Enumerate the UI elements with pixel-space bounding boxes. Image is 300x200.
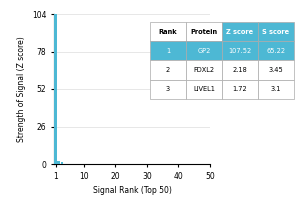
Bar bbox=[61, 162, 63, 164]
Bar bbox=[54, 14, 57, 164]
Bar bbox=[58, 161, 60, 164]
Y-axis label: Strength of Signal (Z score): Strength of Signal (Z score) bbox=[17, 36, 26, 142]
X-axis label: Signal Rank (Top 50): Signal Rank (Top 50) bbox=[93, 186, 171, 195]
